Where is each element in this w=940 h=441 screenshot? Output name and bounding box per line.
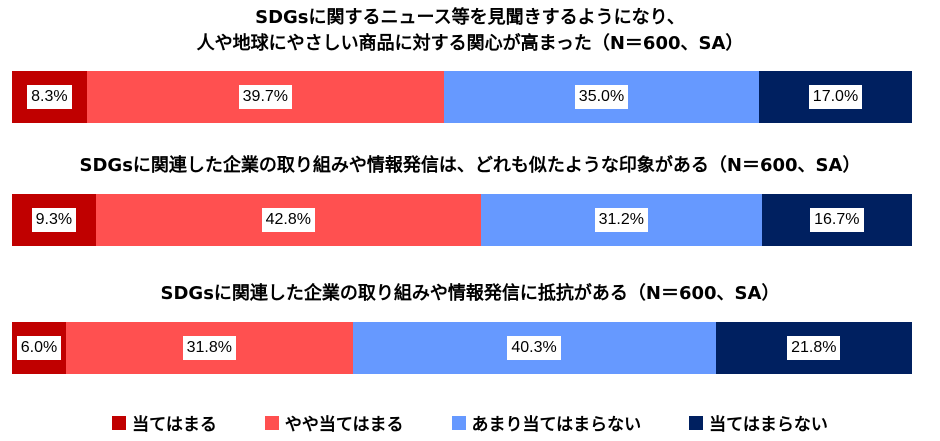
legend-item: あまり当てはまらない — [451, 410, 642, 435]
segment-amari-atehamaranai: 35.0% — [443, 71, 759, 123]
chart-3-title: SDGsに関連した企業の取り組みや情報発信に抵抗がある（N＝600、SA） — [160, 283, 780, 304]
legend-label: 当てはまる — [132, 415, 217, 435]
legend-label: 当てはまらない — [709, 415, 828, 435]
legend-swatch — [112, 415, 127, 430]
segment-atehamaranai: 17.0% — [758, 71, 912, 123]
chart-3-bar: 6.0% 31.8% 40.3% 21.8% — [12, 322, 912, 374]
segment-amari-atehamaranai: 31.2% — [480, 194, 762, 246]
chart-2-title: SDGsに関連した企業の取り組みや情報発信は、どれも似たような印象がある（N＝6… — [79, 155, 861, 176]
legend-item: 当てはまる — [112, 410, 217, 435]
data-label: 16.7% — [810, 208, 864, 232]
segment-atehamaru: 8.3% — [12, 71, 87, 123]
legend-label: あまり当てはまらない — [471, 415, 642, 435]
data-label: 35.0% — [574, 85, 629, 109]
data-label: 8.3% — [27, 85, 72, 109]
data-label: 40.3% — [507, 336, 561, 360]
legend-item: 当てはまらない — [689, 410, 828, 435]
data-label: 6.0% — [16, 336, 62, 360]
segment-yaya-atehamaru: 31.8% — [66, 322, 353, 374]
legend-swatch — [689, 415, 704, 430]
data-label: 42.8% — [261, 208, 315, 232]
chart-1-bar: 8.3% 39.7% 35.0% 17.0% — [12, 71, 912, 123]
segment-yaya-atehamaru: 39.7% — [86, 71, 444, 123]
segment-yaya-atehamaru: 42.8% — [95, 194, 481, 246]
segment-atehamaru: 9.3% — [12, 194, 96, 246]
legend-swatch — [451, 415, 466, 430]
chart-1-title-line-2: 人や地球にやさしい商品に対する関心が高まった（N＝600、SA） — [196, 33, 744, 54]
segment-atehamaru: 6.0% — [12, 322, 67, 374]
chart-1-title-line-1: SDGsに関するニュース等を見聞きするようになり、 — [255, 7, 685, 28]
data-label: 39.7% — [238, 85, 293, 109]
data-label: 17.0% — [808, 85, 863, 109]
legend-item: やや当てはまる — [264, 410, 404, 435]
legend: 当てはまる やや当てはまる あまり当てはまらない 当てはまらない — [0, 410, 940, 435]
data-label: 21.8% — [787, 336, 841, 360]
data-label: 31.8% — [182, 336, 236, 360]
data-label: 31.2% — [594, 208, 648, 232]
segment-atehamaranai: 21.8% — [715, 322, 912, 374]
legend-swatch — [264, 415, 279, 430]
segment-amari-atehamaranai: 40.3% — [352, 322, 716, 374]
data-label: 9.3% — [31, 208, 77, 232]
chart-2-bar: 9.3% 42.8% 31.2% 16.7% — [12, 194, 912, 246]
segment-atehamaranai: 16.7% — [761, 194, 912, 246]
legend-label: やや当てはまる — [284, 415, 404, 435]
